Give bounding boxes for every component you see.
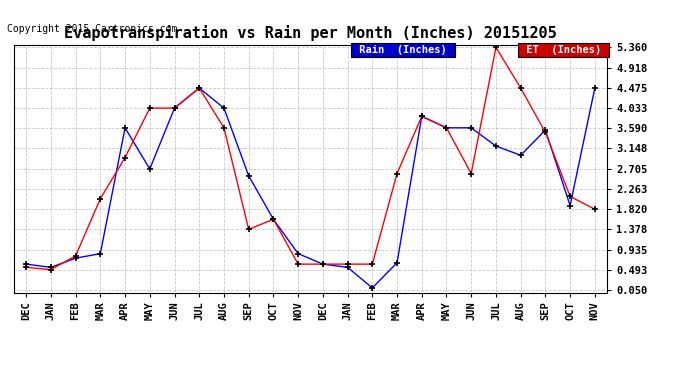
ET  (Inches) <box>121 155 129 160</box>
Rain  (Inches) <box>442 126 451 130</box>
Rain  (Inches) <box>319 262 327 266</box>
Rain  (Inches) <box>566 203 574 208</box>
Rain  (Inches) <box>591 86 599 90</box>
Rain  (Inches) <box>417 114 426 118</box>
ET  (Inches) <box>195 86 204 90</box>
ET  (Inches) <box>591 207 599 212</box>
ET  (Inches) <box>294 262 302 266</box>
Rain  (Inches) <box>294 251 302 256</box>
ET  (Inches) <box>96 196 104 201</box>
Rain  (Inches) <box>22 262 30 266</box>
ET  (Inches) <box>492 45 500 50</box>
Rain  (Inches) <box>269 217 277 222</box>
Text: ET  (Inches): ET (Inches) <box>520 45 607 55</box>
ET  (Inches) <box>368 262 377 266</box>
Rain  (Inches) <box>393 261 401 265</box>
Rain  (Inches) <box>344 265 352 270</box>
Rain  (Inches) <box>244 174 253 178</box>
ET  (Inches) <box>244 227 253 232</box>
Rain  (Inches) <box>146 167 154 171</box>
Line: ET  (Inches): ET (Inches) <box>23 44 598 273</box>
ET  (Inches) <box>170 106 179 110</box>
Text: Copyright 2015 Cartronics.com: Copyright 2015 Cartronics.com <box>7 24 177 34</box>
ET  (Inches) <box>442 126 451 130</box>
ET  (Inches) <box>566 194 574 199</box>
Line: Rain  (Inches): Rain (Inches) <box>23 84 598 291</box>
Rain  (Inches) <box>121 126 129 130</box>
ET  (Inches) <box>417 114 426 118</box>
Rain  (Inches) <box>96 251 104 256</box>
ET  (Inches) <box>22 265 30 270</box>
ET  (Inches) <box>344 262 352 266</box>
ET  (Inches) <box>72 254 80 258</box>
Rain  (Inches) <box>467 126 475 130</box>
Text: Rain  (Inches): Rain (Inches) <box>353 45 453 55</box>
Rain  (Inches) <box>368 286 377 290</box>
Rain  (Inches) <box>220 106 228 110</box>
ET  (Inches) <box>319 262 327 266</box>
ET  (Inches) <box>47 267 55 272</box>
Rain  (Inches) <box>72 256 80 261</box>
ET  (Inches) <box>220 126 228 130</box>
Rain  (Inches) <box>170 106 179 110</box>
ET  (Inches) <box>541 130 549 135</box>
ET  (Inches) <box>393 171 401 176</box>
Rain  (Inches) <box>492 144 500 148</box>
ET  (Inches) <box>467 171 475 176</box>
ET  (Inches) <box>269 217 277 222</box>
ET  (Inches) <box>517 86 525 90</box>
Rain  (Inches) <box>47 265 55 270</box>
ET  (Inches) <box>146 106 154 110</box>
Rain  (Inches) <box>517 153 525 158</box>
Rain  (Inches) <box>195 86 204 90</box>
Title: Evapotranspiration vs Rain per Month (Inches) 20151205: Evapotranspiration vs Rain per Month (In… <box>64 25 557 41</box>
Rain  (Inches) <box>541 128 549 132</box>
